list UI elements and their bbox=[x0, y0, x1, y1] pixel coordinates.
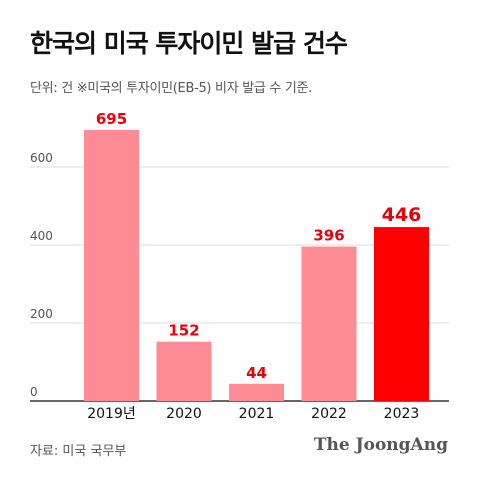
y-tick-label: 0 bbox=[30, 385, 38, 399]
y-tick-label: 400 bbox=[30, 229, 53, 243]
chart-subtitle: 단위: 건 ※미국의 투자이민(EB-5) 비자 발급 수 기준. bbox=[30, 81, 312, 96]
x-tick-label: 2019년 bbox=[87, 406, 136, 422]
source-note: 자료: 미국 국무부 bbox=[30, 444, 127, 459]
data-label-2021: 44 bbox=[246, 364, 267, 382]
x-tick-label: 2022 bbox=[311, 406, 347, 422]
bar-2020 bbox=[156, 341, 212, 401]
x-tick-label: 2021 bbox=[239, 406, 275, 422]
bar-2021 bbox=[229, 383, 284, 401]
y-tick-label: 200 bbox=[30, 307, 53, 321]
bar-2019년 bbox=[84, 129, 139, 401]
data-label-2022: 396 bbox=[313, 227, 344, 245]
data-label-2023: 446 bbox=[382, 204, 422, 226]
x-tick-label: 2020 bbox=[166, 406, 202, 422]
data-label-2020: 152 bbox=[168, 322, 199, 340]
brand-logo: The JoongAng bbox=[313, 435, 448, 455]
bar-2022 bbox=[301, 246, 357, 401]
bar-2023 bbox=[374, 227, 429, 401]
x-tick-label: 2023 bbox=[384, 406, 420, 422]
y-tick-label: 600 bbox=[30, 151, 53, 165]
chart-title: 한국의 미국 투자이민 발급 건수 bbox=[30, 29, 348, 58]
data-label-2019년: 695 bbox=[96, 110, 127, 128]
